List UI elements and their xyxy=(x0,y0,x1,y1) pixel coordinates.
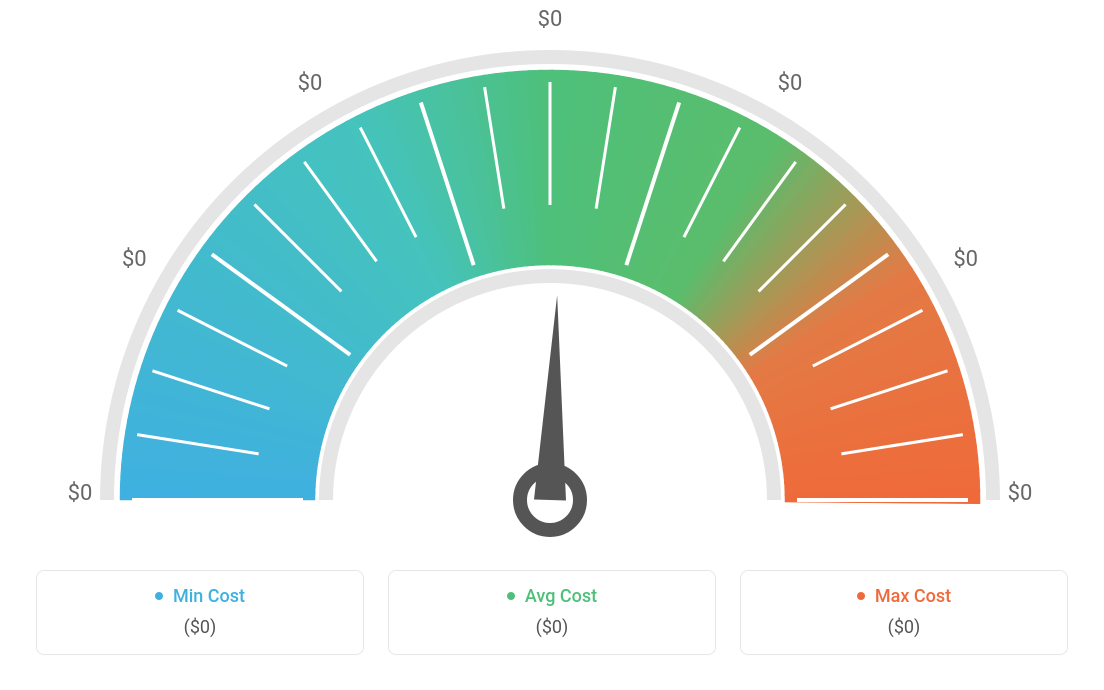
legend-card: Avg Cost ($0) xyxy=(388,570,716,655)
gauge-tick-label: $0 xyxy=(298,71,323,96)
gauge-tick-label: $0 xyxy=(1008,481,1033,506)
legend-value: ($0) xyxy=(49,617,351,638)
gauge-tick-label: $0 xyxy=(953,247,978,272)
legend-title: Min Cost xyxy=(155,586,245,607)
gauge-tick-label: $0 xyxy=(778,71,803,96)
gauge-tick-label: $0 xyxy=(122,247,147,272)
legend-title: Avg Cost xyxy=(507,586,597,607)
gauge-chart: $0 $0 $0 $0 $0 $0 $0 xyxy=(30,10,1074,550)
legend-label: Min Cost xyxy=(173,586,245,607)
legend-dot xyxy=(507,592,515,600)
legend-card: Min Cost ($0) xyxy=(36,570,364,655)
legend-label: Avg Cost xyxy=(525,586,597,607)
legend-card: Max Cost ($0) xyxy=(740,570,1068,655)
legend-title: Max Cost xyxy=(857,586,951,607)
legend-label: Max Cost xyxy=(875,586,951,607)
gauge-tick-label: $0 xyxy=(538,10,563,32)
legend-value: ($0) xyxy=(753,617,1055,638)
legend-dot xyxy=(155,592,163,600)
legend-dot xyxy=(857,592,865,600)
gauge-tick-label: $0 xyxy=(68,481,93,506)
gauge-svg: $0 $0 $0 $0 $0 $0 $0 xyxy=(30,10,1074,550)
legend-value: ($0) xyxy=(401,617,703,638)
legend-row: Min Cost ($0) Avg Cost ($0) Max Cost ($0) xyxy=(30,570,1074,655)
